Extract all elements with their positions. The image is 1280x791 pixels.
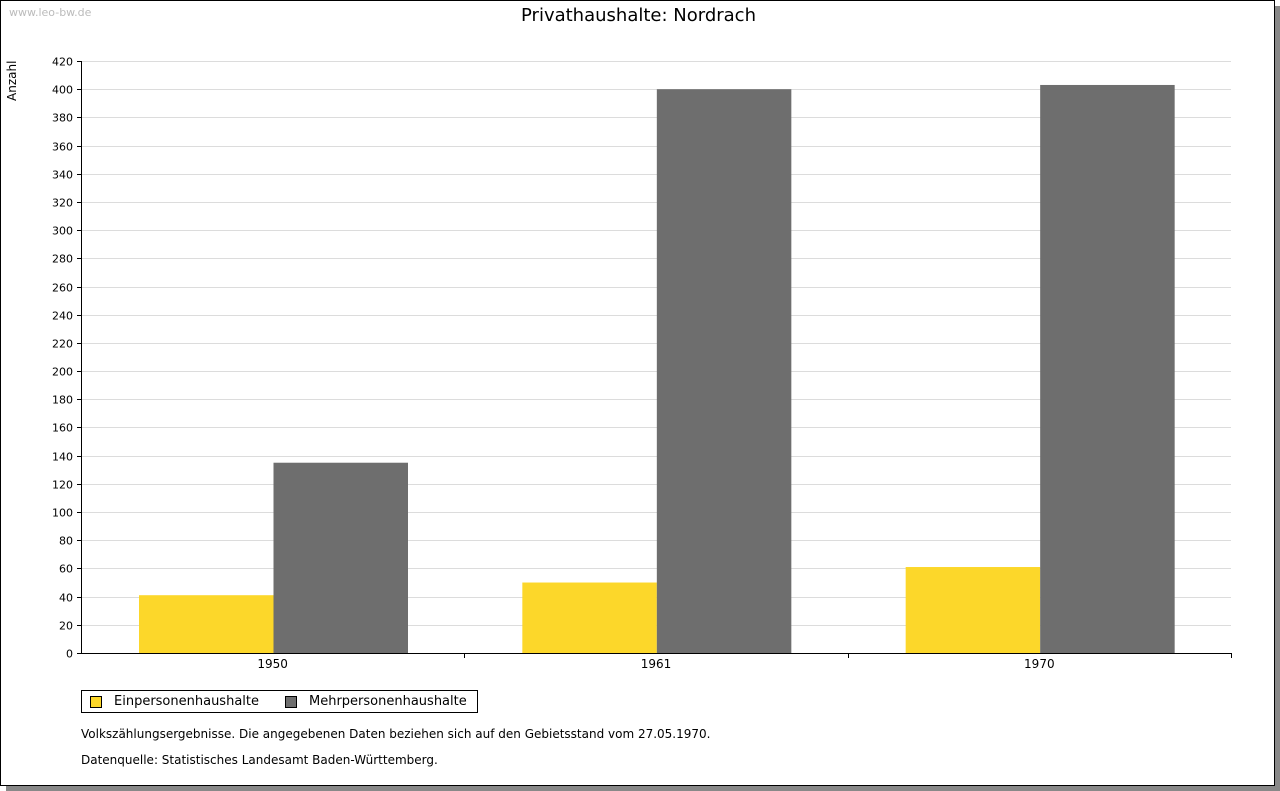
- y-tick-label: 160: [52, 422, 73, 435]
- bar-einpersonenhaushalte-1961: [522, 582, 657, 653]
- bar-mehrpersonenhaushalte-1950: [273, 462, 408, 653]
- legend-swatch: [285, 695, 297, 708]
- bar-einpersonenhaushalte-1950: [139, 595, 274, 653]
- y-tick-label: 60: [59, 563, 73, 576]
- y-tick-label: 340: [52, 169, 73, 182]
- y-tick-label: 400: [52, 84, 73, 97]
- legend-item: Einpersonenhaushalte: [90, 694, 259, 709]
- y-tick-label: 300: [52, 225, 73, 238]
- y-tick-label: 320: [52, 197, 73, 210]
- legend-label: Mehrpersonenhaushalte: [309, 694, 467, 709]
- y-tick-label: 40: [59, 592, 73, 605]
- legend-swatch: [90, 695, 102, 708]
- y-tick-label: 260: [52, 282, 73, 295]
- bar-mehrpersonenhaushalte-1961: [656, 89, 792, 653]
- y-tick-label: 140: [52, 451, 73, 464]
- bar-einpersonenhaushalte-1970: [905, 567, 1041, 653]
- y-tick-label: 220: [52, 338, 73, 351]
- y-tick-label: 380: [52, 112, 73, 125]
- x-tick-label: 1950: [257, 657, 288, 671]
- y-tick-label: 180: [52, 394, 73, 407]
- y-tick-label: 0: [66, 648, 73, 661]
- watermark: www.leo-bw.de: [9, 6, 92, 19]
- x-tick-label: 1970: [1024, 657, 1055, 671]
- y-tick-label: 20: [59, 620, 73, 633]
- source-note: Datenquelle: Statistisches Landesamt Bad…: [81, 753, 438, 767]
- y-tick-label: 360: [52, 141, 73, 154]
- y-tick-label: 280: [52, 253, 73, 266]
- y-tick-label: 100: [52, 507, 73, 520]
- y-tick-label: 420: [52, 56, 73, 69]
- legend: Einpersonenhaushalte Mehrpersonenhaushal…: [81, 690, 478, 713]
- x-tick-label: 1961: [641, 657, 672, 671]
- footnote: Volkszählungsergebnisse. Die angegebenen…: [81, 727, 711, 741]
- y-tick-label: 200: [52, 366, 73, 379]
- y-tick-label: 240: [52, 310, 73, 323]
- y-tick-label: 120: [52, 479, 73, 492]
- bar-mehrpersonenhaushalte-1970: [1040, 84, 1175, 653]
- chart-title: Privathaushalte: Nordrach: [521, 5, 756, 26]
- bar-chart: 0 20 40 60 80 100 120 140 160 180 200 220 240 260 280 3…: [52, 56, 1232, 671]
- legend-item: Mehrpersonenhaushalte: [285, 694, 467, 709]
- y-tick-label: 80: [59, 535, 73, 548]
- legend-label: Einpersonenhaushalte: [114, 694, 259, 709]
